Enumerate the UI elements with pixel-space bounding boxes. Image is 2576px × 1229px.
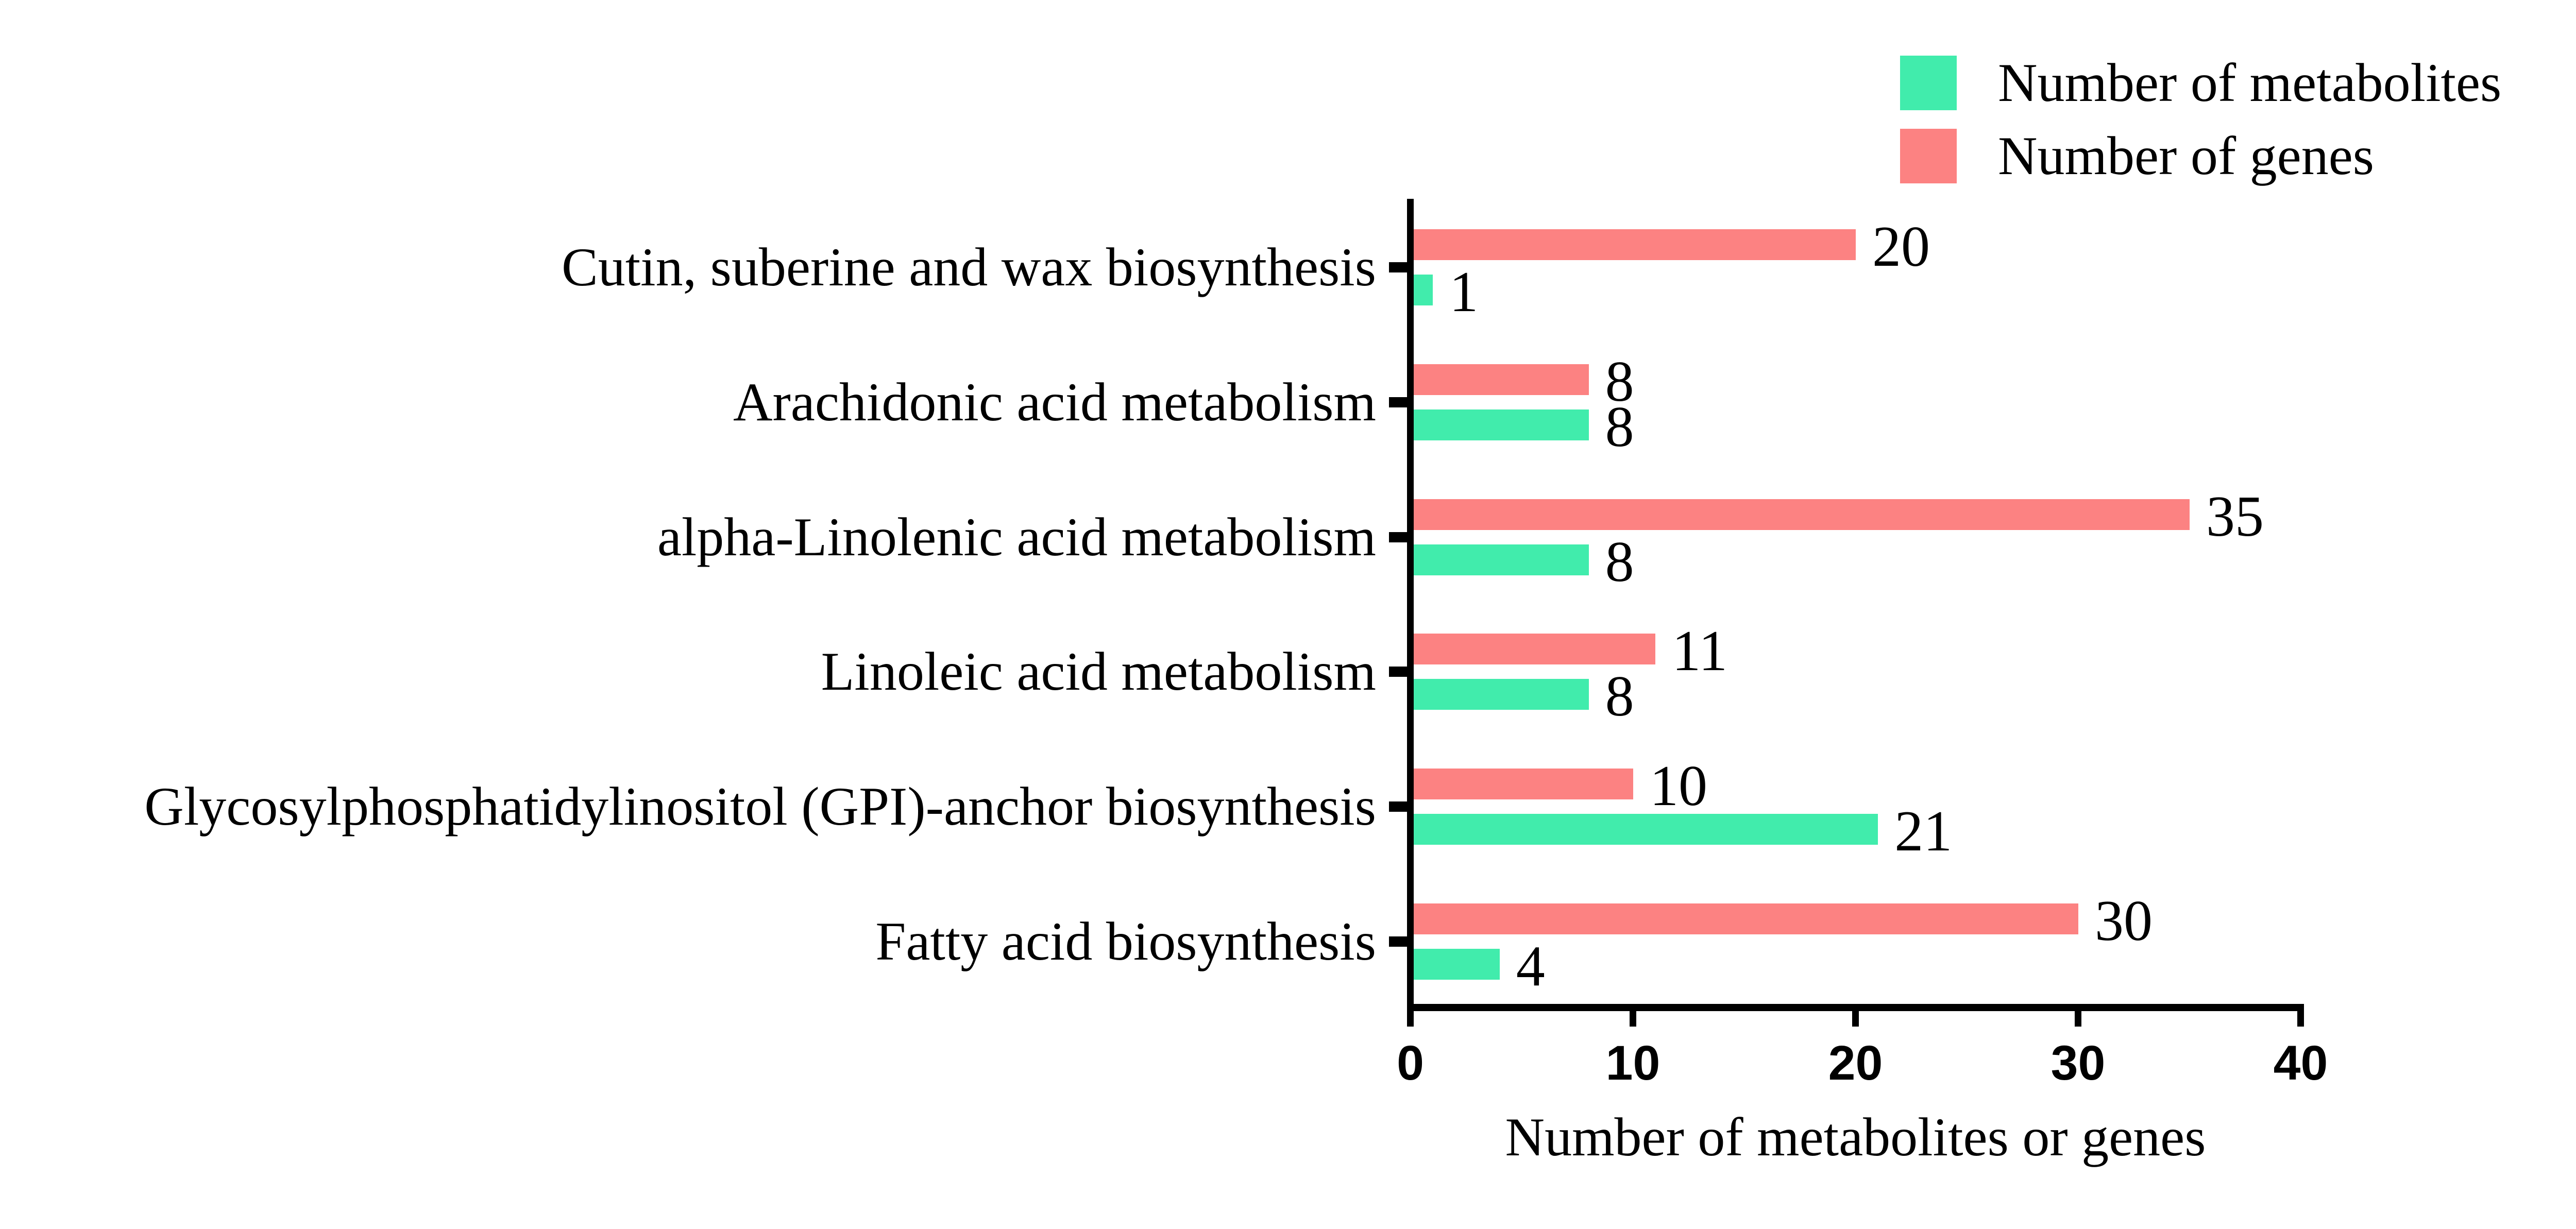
metabolites-bar [1414, 409, 1589, 440]
bar-value-label: 8 [1605, 664, 1634, 729]
category-label: Cutin, suberine and wax biosynthesis [562, 237, 1376, 297]
y-axis-tick [1389, 532, 1408, 542]
bar-value-label: 20 [1872, 215, 1930, 279]
x-axis-tick-label: 20 [1828, 1036, 1883, 1090]
bar-value-label: 8 [1605, 530, 1634, 594]
metabolites-bar [1414, 679, 1589, 710]
genes-bar [1414, 499, 2190, 530]
legend-item-metabolites: Number of metabolites [1900, 55, 2501, 111]
x-axis-tick [2075, 1011, 2081, 1027]
y-axis-tick [1389, 262, 1408, 272]
x-axis-title: Number of metabolites or genes [1505, 1107, 2206, 1167]
x-axis-tick [2297, 1011, 2304, 1027]
metabolites-bar [1414, 275, 1433, 305]
metabolites-bar [1414, 949, 1500, 980]
x-axis-tick-label: 0 [1397, 1036, 1424, 1090]
x-axis-tick [1407, 1011, 1414, 1027]
bar-value-label: 4 [1516, 934, 1545, 998]
genes-bar [1414, 903, 2078, 934]
genes-bar [1414, 229, 1856, 260]
metabolites-bar [1414, 544, 1589, 575]
x-axis-line [1407, 1004, 2304, 1011]
genes-bar [1414, 634, 1656, 665]
legend-label-metabolites: Number of metabolites [1998, 53, 2502, 113]
category-label: Arachidonic acid metabolism [733, 371, 1376, 432]
x-axis-tick [1630, 1011, 1636, 1027]
x-axis-tick-label: 30 [2050, 1036, 2106, 1090]
y-axis-tick [1389, 936, 1408, 947]
y-axis-tick [1389, 667, 1408, 677]
bar-value-label: 21 [1894, 799, 1953, 864]
category-label: alpha-Linolenic acid metabolism [657, 506, 1376, 567]
category-label: Fatty acid biosynthesis [875, 911, 1376, 971]
metabolites-bar [1414, 814, 1878, 845]
bar-value-label: 8 [1605, 395, 1634, 459]
x-axis-tick [1852, 1011, 1859, 1027]
bar-value-label: 30 [2095, 889, 2153, 953]
legend-label-genes: Number of genes [1998, 126, 2374, 186]
category-label: Glycosylphosphatidylinositol (GPI)-ancho… [144, 776, 1376, 837]
genes-color-swatch [1900, 129, 1957, 183]
bar-value-label: 10 [1650, 754, 1707, 818]
legend-item-genes: Number of genes [1900, 128, 2374, 184]
y-axis-tick [1389, 801, 1408, 812]
y-axis-tick [1389, 397, 1408, 407]
x-axis-tick-label: 40 [2273, 1036, 2328, 1090]
metabolites-color-swatch [1900, 56, 1957, 110]
genes-bar [1414, 364, 1589, 395]
bar-value-label: 11 [1672, 619, 1728, 684]
y-axis-line [1407, 199, 1414, 1027]
bar-value-label: 35 [2206, 484, 2264, 549]
bar-value-label: 8 [1605, 349, 1634, 414]
bar-value-label: 1 [1449, 260, 1479, 324]
x-axis-tick-label: 10 [1605, 1036, 1660, 1090]
category-label: Linoleic acid metabolism [821, 641, 1376, 702]
genes-bar [1414, 769, 1633, 800]
